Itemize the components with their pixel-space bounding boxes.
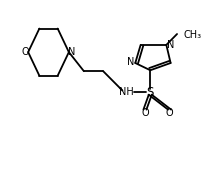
Text: N: N: [167, 40, 175, 50]
Text: CH₃: CH₃: [184, 30, 202, 40]
Text: O: O: [166, 108, 173, 118]
Text: N: N: [127, 57, 134, 67]
Text: NH: NH: [119, 87, 134, 97]
Text: S: S: [147, 86, 154, 98]
Text: O: O: [21, 47, 29, 57]
Text: N: N: [68, 47, 75, 57]
Text: O: O: [141, 108, 149, 118]
